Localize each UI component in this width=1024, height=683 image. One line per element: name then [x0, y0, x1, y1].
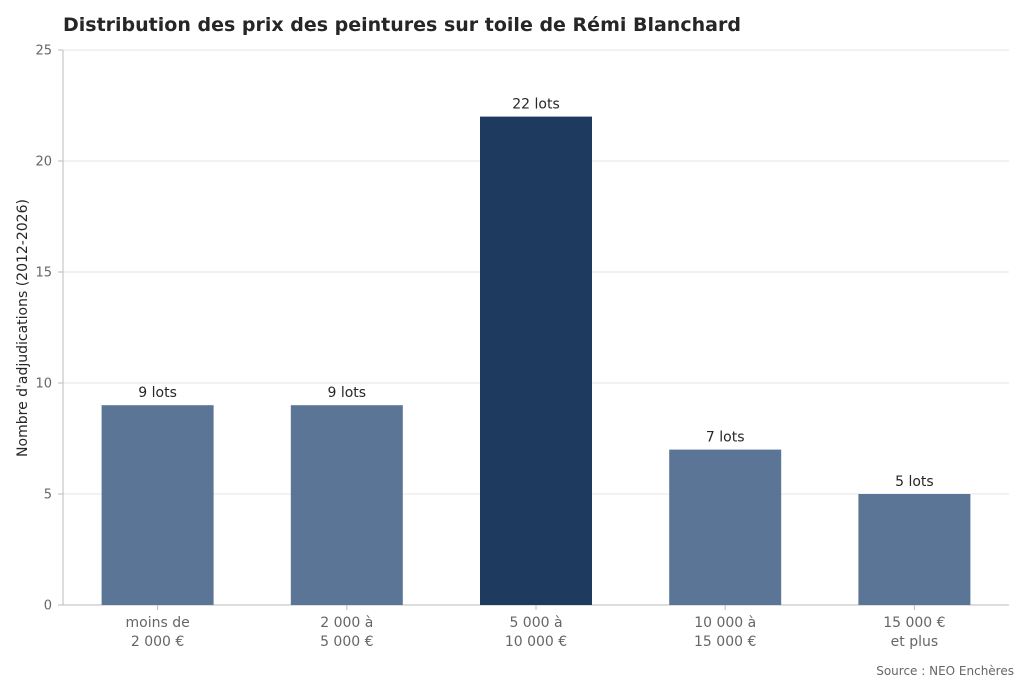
- bar: [858, 494, 971, 605]
- bar: [101, 405, 214, 605]
- bar-value-label: 9 lots: [327, 385, 366, 401]
- bar-value-label: 22 lots: [512, 97, 560, 113]
- x-tick-label: moins de 2 000 €: [125, 615, 189, 650]
- y-axis-label: Nombre d'adjudications (2012-2026): [15, 199, 31, 457]
- bar: [480, 116, 592, 605]
- bar: [290, 405, 403, 605]
- y-tick-label: 20: [35, 155, 52, 170]
- x-tick-label: 15 000 € et plus: [883, 615, 945, 650]
- bar-value-label: 7 lots: [706, 430, 745, 446]
- bars: [101, 116, 971, 605]
- data-labels: 9 lots 9 lots 22 lots 7 lots 5 lots: [138, 97, 933, 490]
- bar: [669, 449, 782, 605]
- bar-value-label: 5 lots: [895, 474, 934, 490]
- bar-value-label: 9 lots: [138, 385, 177, 401]
- y-tick-label: 10: [35, 377, 52, 392]
- chart-title: Distribution des prix des peintures sur …: [63, 14, 741, 36]
- y-tick-labels: 0 5 10 15 20 25: [35, 44, 52, 614]
- x-tick-label: 10 000 à 15 000 €: [694, 615, 756, 650]
- y-tick-label: 0: [44, 599, 52, 614]
- y-tick-label: 5: [44, 488, 52, 503]
- source-note: Source : NEO Enchères: [876, 664, 1014, 678]
- x-tick-label: 5 000 à 10 000 €: [505, 615, 567, 650]
- y-tick-label: 25: [35, 44, 52, 59]
- y-tick-label: 15: [35, 266, 52, 281]
